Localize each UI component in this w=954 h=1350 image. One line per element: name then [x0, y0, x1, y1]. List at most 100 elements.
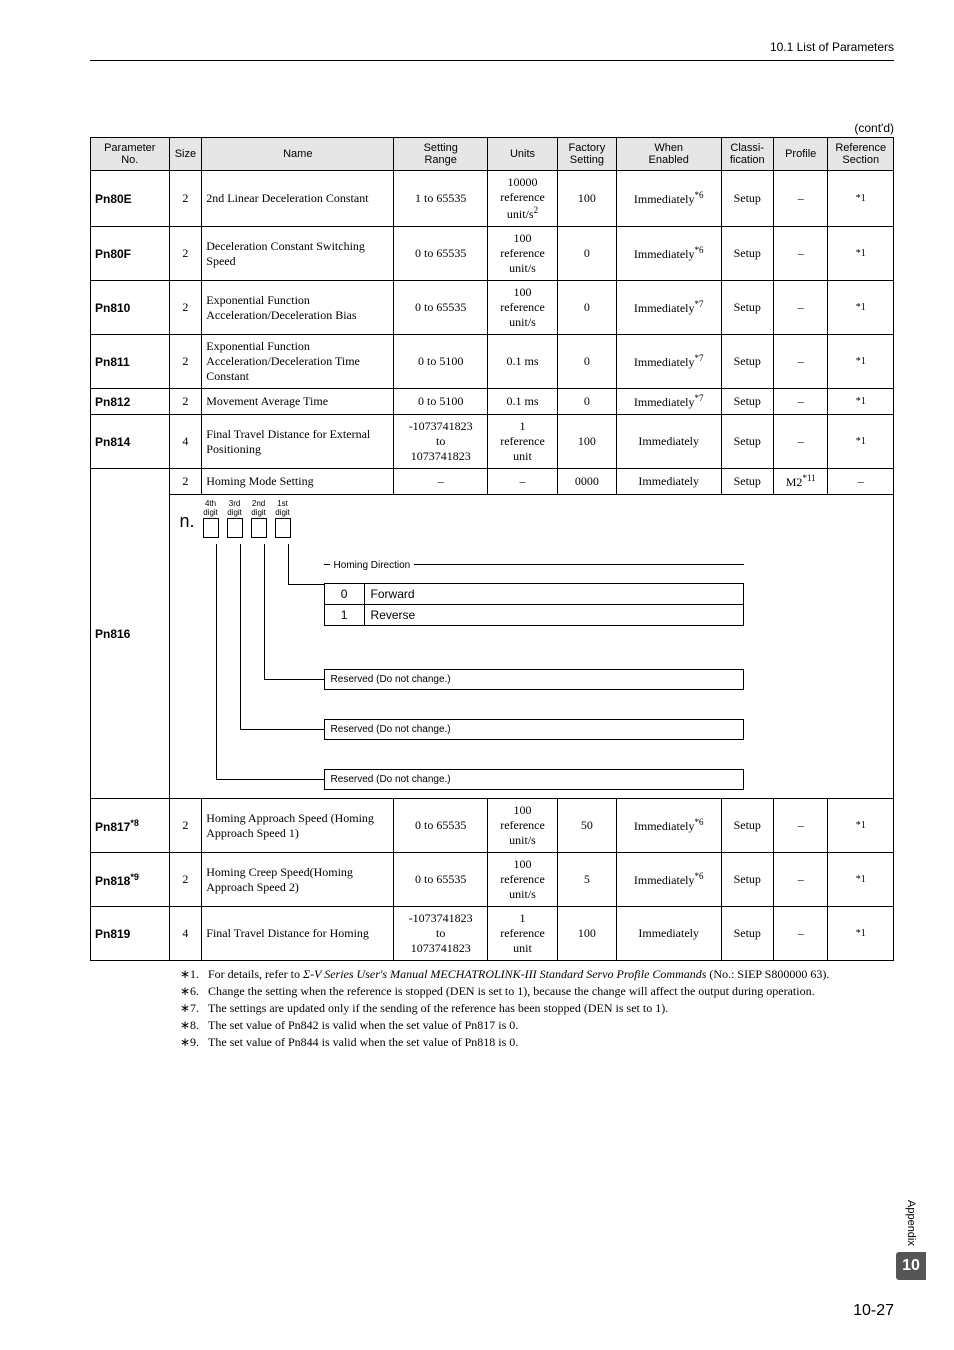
classi-cell: Setup [721, 853, 773, 907]
when-cell: Immediately*6 [616, 227, 721, 281]
units-cell: 1referenceunit [488, 907, 558, 961]
name-cell: Homing Creep Speed(Homing Approach Speed… [202, 853, 394, 907]
range-cell: 0 to 5100 [394, 389, 488, 415]
range-cell: 0 to 65535 [394, 799, 488, 853]
profile-cell: – [773, 227, 828, 281]
range-cell: – [394, 469, 488, 495]
ref-cell: *1 [828, 227, 894, 281]
profile-cell: M2*11 [773, 469, 828, 495]
classi-cell: Setup [721, 281, 773, 335]
size-cell: 2 [169, 171, 202, 227]
col-size: Size [169, 138, 202, 171]
footnotes: ∗1.For details, refer to Σ-V Series User… [180, 967, 894, 1050]
ref-cell: *1 [828, 799, 894, 853]
factory-cell: 0 [557, 389, 616, 415]
name-cell: Exponential Function Acceleration/Decele… [202, 335, 394, 389]
ref-cell: *1 [828, 853, 894, 907]
factory-cell: 0 [557, 227, 616, 281]
table-row: Pn818*92Homing Creep Speed(Homing Approa… [91, 853, 894, 907]
classi-cell: Setup [721, 171, 773, 227]
ref-cell: – [828, 469, 894, 495]
name-cell: 2nd Linear Deceleration Constant [202, 171, 394, 227]
table-row: Pn8122Movement Average Time0 to 51000.1 … [91, 389, 894, 415]
size-cell: 4 [169, 907, 202, 961]
ref-cell: *1 [828, 907, 894, 961]
classi-cell: Setup [721, 415, 773, 469]
pn-cell: Pn817*8 [91, 799, 170, 853]
name-cell: Deceleration Constant Switching Speed [202, 227, 394, 281]
table-row: Pn80F2Deceleration Constant Switching Sp… [91, 227, 894, 281]
table-row: Pn8162Homing Mode Setting––0000Immediate… [91, 469, 894, 495]
factory-cell: 50 [557, 799, 616, 853]
profile-cell: – [773, 853, 828, 907]
size-cell: 4 [169, 415, 202, 469]
range-cell: 0 to 5100 [394, 335, 488, 389]
factory-cell: 0 [557, 335, 616, 389]
col-profile: Profile [773, 138, 828, 171]
chapter-box: 10 [896, 1252, 926, 1280]
profile-cell: – [773, 335, 828, 389]
col-units: Units [488, 138, 558, 171]
pn-cell: Pn819 [91, 907, 170, 961]
range-cell: 1 to 65535 [394, 171, 488, 227]
col-ref: Reference Section [828, 138, 894, 171]
units-cell: 1referenceunit [488, 415, 558, 469]
name-cell: Homing Approach Speed (Homing Approach S… [202, 799, 394, 853]
header-rule [90, 60, 894, 61]
when-cell: Immediately*7 [616, 389, 721, 415]
classi-cell: Setup [721, 799, 773, 853]
ref-cell: *1 [828, 335, 894, 389]
pn-cell: Pn816 [91, 469, 170, 799]
table-row: Pn80E22nd Linear Deceleration Constant1 … [91, 171, 894, 227]
table-row: Pn8144Final Travel Distance for External… [91, 415, 894, 469]
units-cell: 100referenceunit/s [488, 799, 558, 853]
classi-cell: Setup [721, 335, 773, 389]
table-row: Pn817*82Homing Approach Speed (Homing Ap… [91, 799, 894, 853]
name-cell: Final Travel Distance for Homing [202, 907, 394, 961]
ref-cell: *1 [828, 171, 894, 227]
units-cell: 100referenceunit/s [488, 227, 558, 281]
units-cell: 100referenceunit/s [488, 853, 558, 907]
units-cell: 0.1 ms [488, 335, 558, 389]
pn-cell: Pn811 [91, 335, 170, 389]
size-cell: 2 [169, 853, 202, 907]
classi-cell: Setup [721, 227, 773, 281]
size-cell: 2 [169, 389, 202, 415]
page-number: 10-27 [853, 1302, 894, 1320]
diagram-row: n.4thdigit3rddigit2nddigit1stdigitHoming… [91, 495, 894, 799]
size-cell: 2 [169, 227, 202, 281]
ref-cell: *1 [828, 415, 894, 469]
units-cell: 0.1 ms [488, 389, 558, 415]
classi-cell: Setup [721, 469, 773, 495]
when-cell: Immediately*6 [616, 853, 721, 907]
range-cell: -1073741823to1073741823 [394, 415, 488, 469]
pn-cell: Pn812 [91, 389, 170, 415]
col-pn: Parameter No. [91, 138, 170, 171]
parameter-table: Parameter No. Size Name Setting Range Un… [90, 137, 894, 961]
pn-cell: Pn80F [91, 227, 170, 281]
side-tab: Appendix 10 [896, 1200, 926, 1280]
col-name: Name [202, 138, 394, 171]
ref-cell: *1 [828, 281, 894, 335]
pn-cell: Pn810 [91, 281, 170, 335]
col-factory: Factory Setting [557, 138, 616, 171]
col-range: Setting Range [394, 138, 488, 171]
size-cell: 2 [169, 335, 202, 389]
profile-cell: – [773, 171, 828, 227]
when-cell: Immediately [616, 907, 721, 961]
size-cell: 2 [169, 469, 202, 495]
when-cell: Immediately [616, 415, 721, 469]
range-cell: 0 to 65535 [394, 853, 488, 907]
range-cell: 0 to 65535 [394, 227, 488, 281]
factory-cell: 0 [557, 281, 616, 335]
factory-cell: 5 [557, 853, 616, 907]
appendix-label: Appendix [905, 1200, 917, 1246]
col-classi: Classi- fication [721, 138, 773, 171]
when-cell: Immediately*6 [616, 171, 721, 227]
factory-cell: 100 [557, 907, 616, 961]
name-cell: Movement Average Time [202, 389, 394, 415]
units-cell: – [488, 469, 558, 495]
profile-cell: – [773, 415, 828, 469]
when-cell: Immediately [616, 469, 721, 495]
size-cell: 2 [169, 281, 202, 335]
